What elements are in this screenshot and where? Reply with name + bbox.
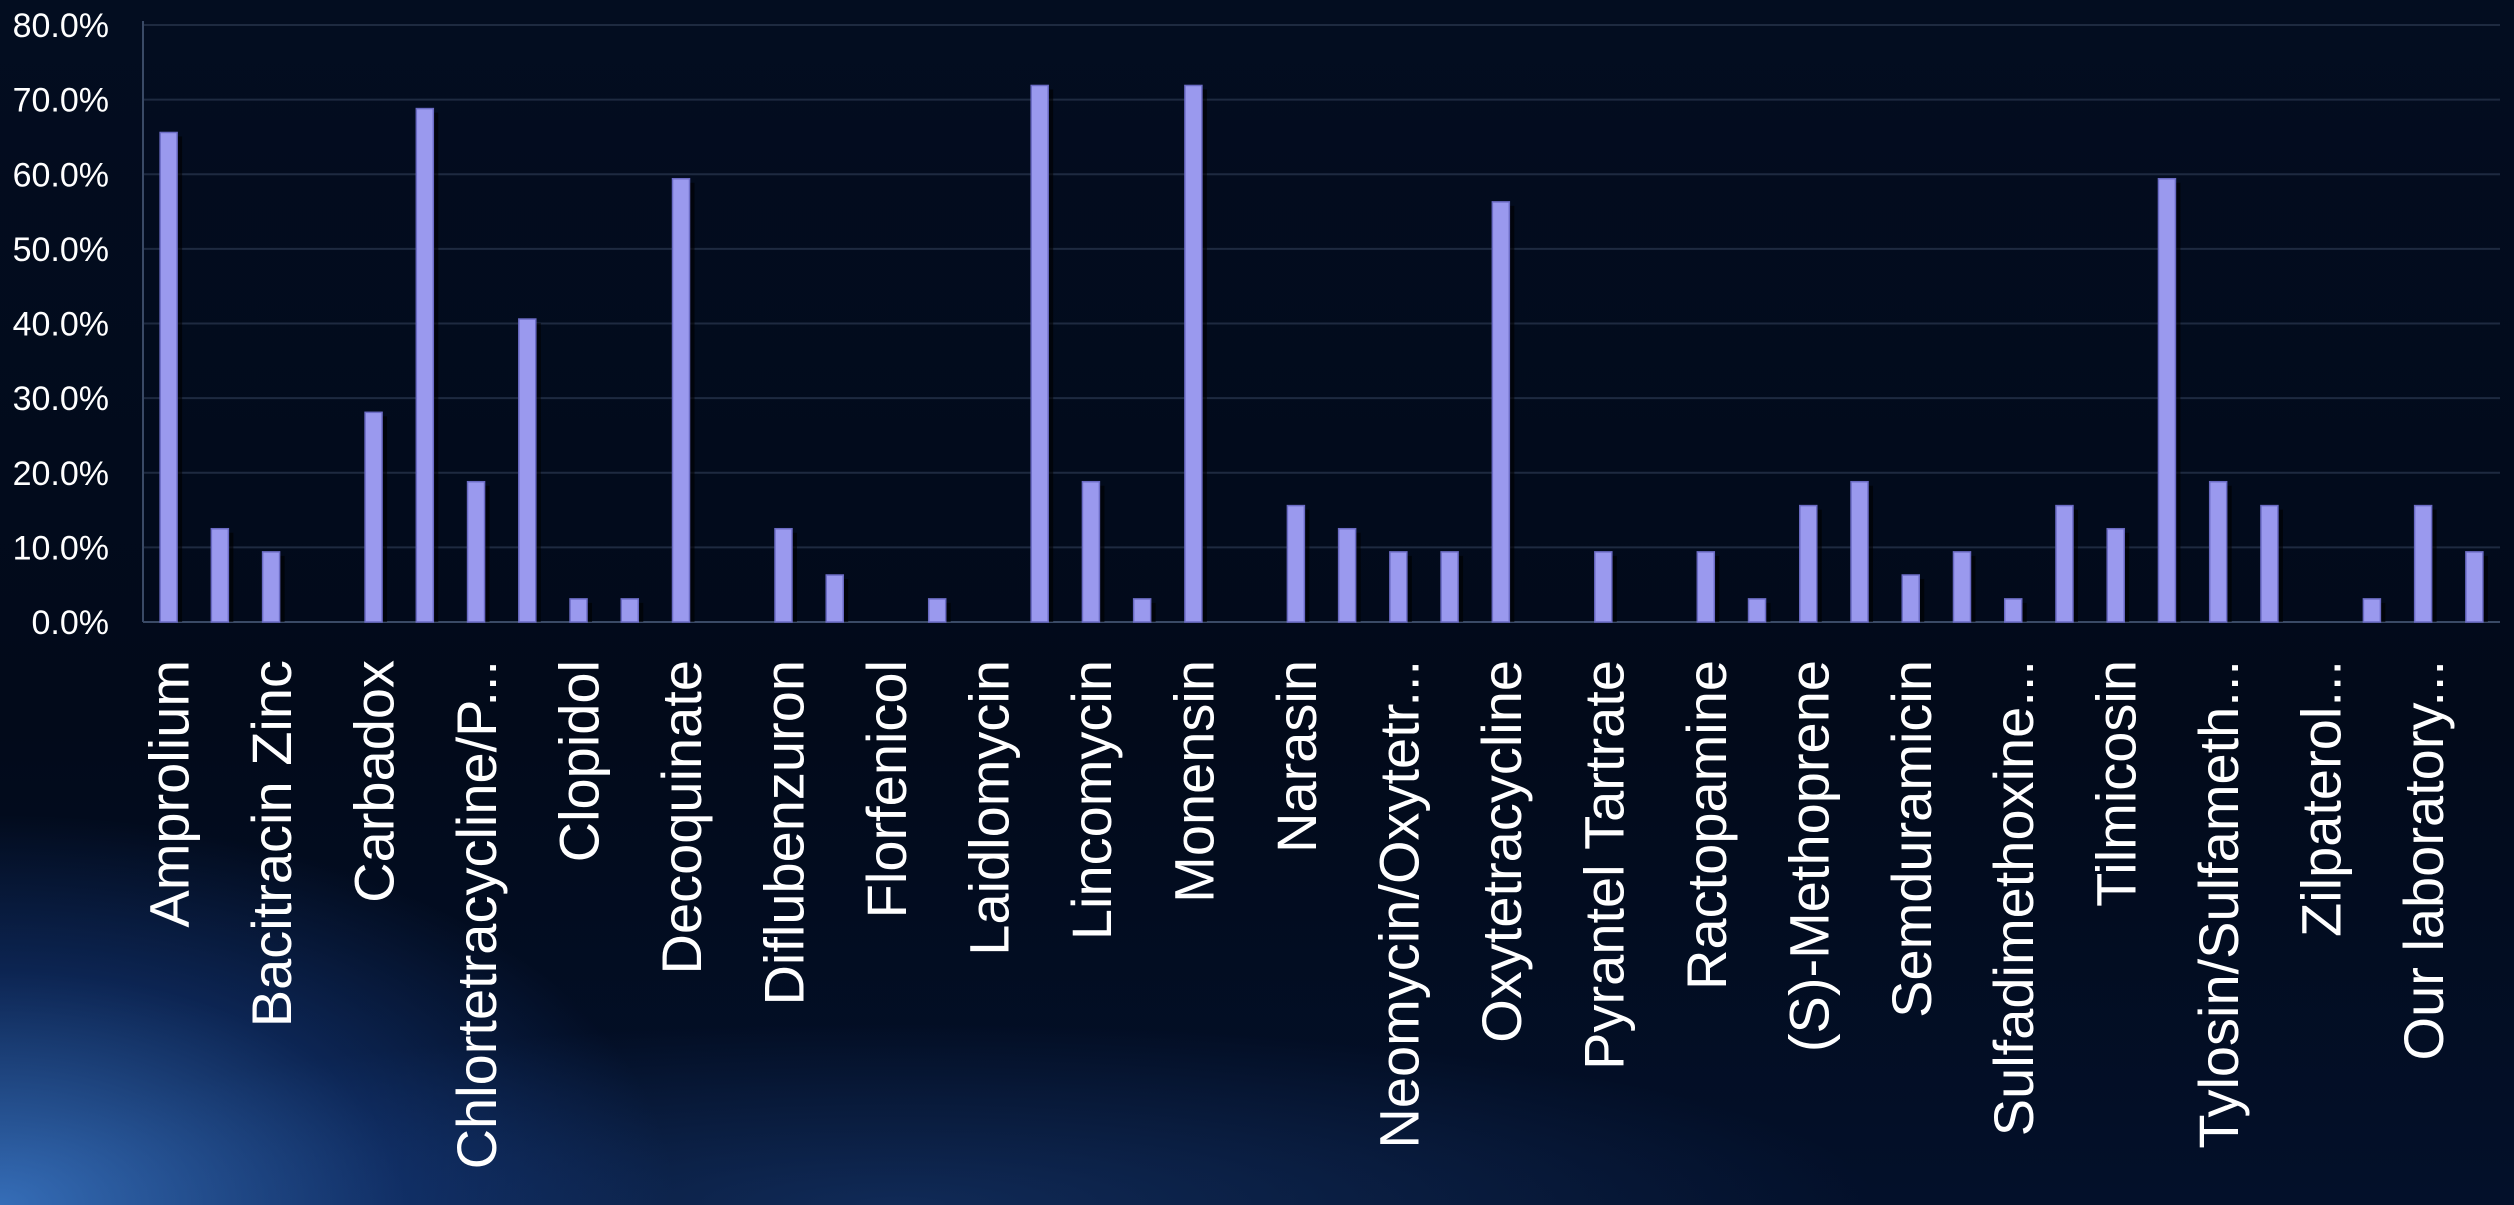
bar xyxy=(1799,504,1818,623)
x-category-label: Bacitracin Zinc xyxy=(240,660,303,1027)
x-category-label: Lincomycin xyxy=(1060,660,1123,940)
bar xyxy=(1952,551,1972,623)
bar xyxy=(1901,574,1920,623)
y-tick-label: 70.0% xyxy=(13,82,109,120)
y-tick-label: 40.0% xyxy=(13,306,109,344)
x-category-label: Monensin xyxy=(1162,660,1225,903)
bar xyxy=(2413,504,2433,623)
bar xyxy=(825,574,844,623)
x-category-label: Semduramicin xyxy=(1880,660,1943,1018)
y-tick-label: 50.0% xyxy=(13,231,109,269)
x-category-label: Neomycin/Oxytetr... xyxy=(1367,660,1430,1149)
x-category-label: Pyrantel Tartrate xyxy=(1572,660,1635,1070)
y-tick-label: 0.0% xyxy=(32,604,110,642)
bar xyxy=(1696,551,1716,623)
bar xyxy=(415,107,435,623)
bar xyxy=(1286,504,1306,623)
bar xyxy=(466,480,486,623)
x-category-label: Clopidol xyxy=(548,660,611,862)
x-category-label: Tylosin/Sulfameth... xyxy=(2187,660,2250,1149)
x-category-label: Our laboratory... xyxy=(2392,660,2455,1060)
bar xyxy=(1594,551,1613,623)
x-category-label: Amprolium xyxy=(138,660,201,928)
bar xyxy=(2055,504,2074,623)
bar xyxy=(2157,177,2177,623)
x-category-label: Narasin xyxy=(1265,660,1328,853)
bar xyxy=(1184,84,1203,623)
x-category-label: Ractopamine xyxy=(1675,660,1738,990)
x-category-label: (S)-Methoprene xyxy=(1777,660,1840,1052)
x-category-label: Sulfadimethoxine... xyxy=(1982,660,2045,1136)
bar xyxy=(2362,598,2382,623)
x-category-label: Oxytetracycline xyxy=(1470,660,1533,1043)
bar xyxy=(261,551,281,623)
bar xyxy=(2106,527,2125,623)
bar xyxy=(159,131,178,623)
bar xyxy=(671,177,691,623)
y-tick-label: 60.0% xyxy=(13,156,109,194)
bar xyxy=(2208,480,2228,623)
x-category-label: Tilmicosin xyxy=(2085,660,2148,907)
x-category-label: Decoquinate xyxy=(650,660,713,974)
x-category-label: Zilpaterol... xyxy=(2290,660,2353,937)
bar xyxy=(364,411,383,623)
x-category-label: Diflubenzuron xyxy=(752,660,815,1006)
bar xyxy=(927,598,947,623)
y-tick-label: 20.0% xyxy=(13,455,109,493)
bar xyxy=(518,318,537,623)
x-category-label: Chlortetracycline/P... xyxy=(445,660,508,1169)
x-category-label: Carbadox xyxy=(343,660,406,903)
bar xyxy=(569,598,588,623)
bar xyxy=(1389,551,1408,623)
bar xyxy=(1747,598,1767,623)
bar xyxy=(1440,551,1459,623)
y-tick-label: 80.0% xyxy=(13,7,109,45)
bar xyxy=(2260,504,2279,623)
bar xyxy=(620,598,640,623)
bar xyxy=(1491,201,1511,623)
bar xyxy=(210,527,230,623)
x-category-label: Laidlomycin xyxy=(957,660,1020,956)
bar xyxy=(1081,480,1101,623)
x-category-label: Florfenicol xyxy=(855,660,918,918)
bar xyxy=(2003,598,2023,623)
bar xyxy=(774,527,793,623)
bar xyxy=(2465,551,2484,623)
bar xyxy=(1030,84,1049,623)
y-tick-label: 10.0% xyxy=(13,529,109,567)
y-tick-label: 30.0% xyxy=(13,380,109,418)
bar xyxy=(1337,527,1357,623)
bar xyxy=(1850,480,1869,623)
bar xyxy=(1132,598,1152,623)
